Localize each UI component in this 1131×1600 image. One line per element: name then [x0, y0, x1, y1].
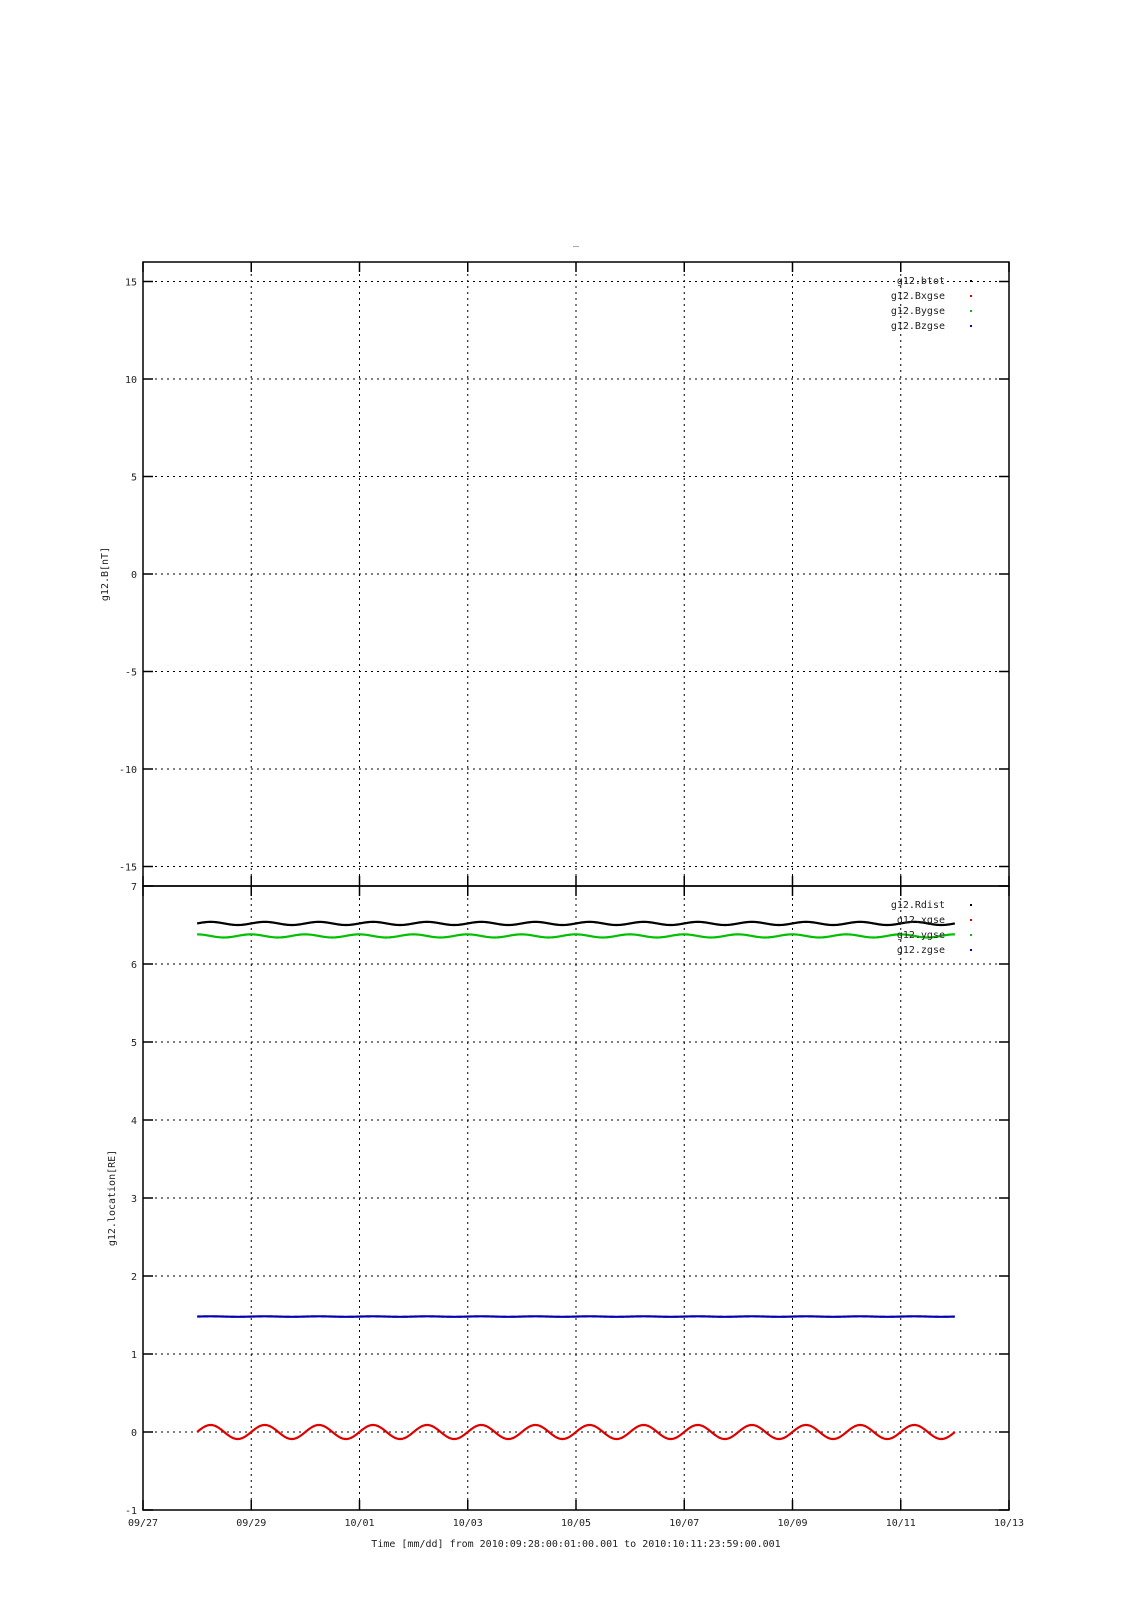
- y-tick-label: 5: [131, 1038, 137, 1049]
- y-tick-label: -5: [125, 668, 137, 679]
- y-tick-label: -10: [119, 765, 137, 776]
- top-grid: [143, 262, 1009, 886]
- bottom-series: [196, 920, 956, 1441]
- y-tick-label: -15: [119, 863, 137, 874]
- y-tick-label: 4: [131, 1116, 137, 1127]
- legend-marker: [970, 934, 972, 936]
- legend-label: g12.Rdist: [891, 900, 945, 911]
- x-tick-label: 10/09: [777, 1518, 807, 1529]
- series-line: [196, 1423, 956, 1441]
- y-tick-label: 1: [131, 1350, 137, 1361]
- legend-label: g12.ygse: [897, 930, 945, 941]
- magnetic-field-panel: 15 10 5 0 -5 -10 -15 g12.btot g12.Bxgse g12.Bygs…: [100, 261, 1010, 887]
- legend-label: g12.Bygse: [891, 306, 945, 317]
- x-tick-label: 10/07: [669, 1518, 699, 1529]
- x-tick-label: 09/29: [236, 1518, 266, 1529]
- legend-marker: [970, 280, 972, 282]
- series-line: [197, 933, 955, 939]
- bottom-ylabel: g12.location[RE]: [107, 1150, 118, 1246]
- x-tick-label: 10/03: [453, 1518, 483, 1529]
- x-tick-labels: 09/27 09/29 10/01 10/03 10/05 10/07 10/09 10/11…: [128, 1518, 1024, 1529]
- y-tick-label: 7: [131, 882, 137, 893]
- legend-marker: [970, 949, 972, 951]
- y-tick-label: 15: [125, 278, 137, 289]
- y-tick-label: 5: [131, 473, 137, 484]
- legend-label: g12.Bxgse: [891, 291, 945, 302]
- y-tick-label: 6: [131, 960, 137, 971]
- bottom-legend: g12.Rdist g12.xgse g12.ygse g12.zgse: [891, 900, 972, 956]
- x-tick-label: 10/13: [994, 1518, 1024, 1529]
- bottom-grid: [143, 886, 1009, 1510]
- legend-label: g12.Bzgse: [891, 321, 945, 332]
- bottom-y-ticks: 7 6 5 4 3 2 1 0 -1: [125, 882, 1010, 1517]
- x-tick-label: 10/11: [886, 1518, 916, 1529]
- y-tick-label: 0: [131, 1428, 137, 1439]
- legend-marker: [970, 904, 972, 906]
- legend-marker: [970, 919, 972, 921]
- x-tick-label: 10/05: [561, 1518, 591, 1529]
- x-tick-label: 09/27: [128, 1518, 158, 1529]
- top-y-ticks: 15 10 5 0 -5 -10 -15: [119, 262, 1010, 886]
- y-tick-label: -1: [125, 1506, 137, 1517]
- legend-marker: [970, 295, 972, 297]
- x-tick-label: 10/01: [344, 1518, 374, 1529]
- x-axis-label: Time [mm/dd] from 2010:09:28:00:01:00.00…: [371, 1539, 780, 1550]
- top-legend: g12.btot g12.Bxgse g12.Bygse g12.Bzgse: [891, 276, 972, 332]
- series-line: [196, 920, 956, 927]
- legend-label: g12.btot: [897, 276, 945, 287]
- legend-marker: [970, 310, 972, 312]
- figure-title: _: [573, 236, 580, 247]
- y-tick-label: 0: [131, 570, 137, 581]
- top-ylabel: g12.B[nT]: [100, 547, 111, 601]
- y-tick-label: 2: [131, 1272, 137, 1283]
- legend-label: g12.zgse: [897, 945, 945, 956]
- y-tick-label: 10: [125, 375, 137, 386]
- legend-marker: [970, 325, 972, 327]
- y-tick-label: 3: [131, 1194, 137, 1205]
- legend-label: g12.xgse: [897, 915, 945, 926]
